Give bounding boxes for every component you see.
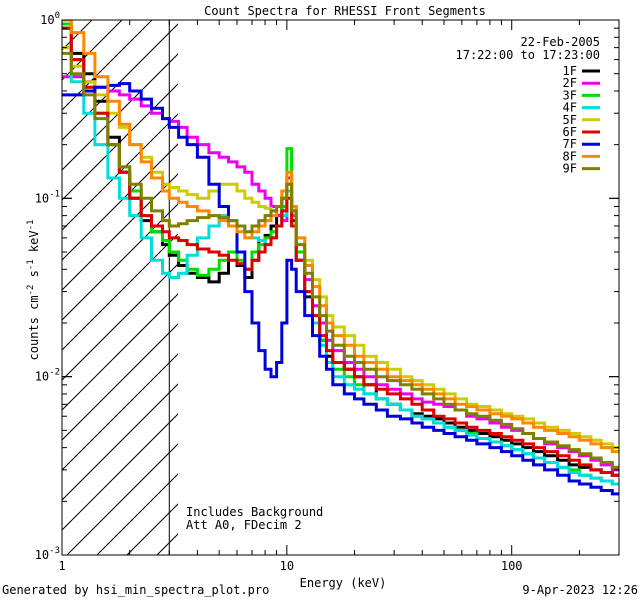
legend-label-2f: 2F [563,76,577,90]
hatch-line [62,293,178,411]
hatch-line [66,443,178,555]
legend-label-4f: 4F [563,101,577,115]
y-label-part-1: counts cm [27,295,41,360]
series-9f [62,51,619,469]
x-tick-label: 100 [501,559,523,573]
hatch-line [62,383,178,501]
generated-by-label: Generated by hsi_min_spectra_plot.pro [2,583,269,597]
axis-ticks [61,19,620,556]
hatch-line [62,83,178,201]
y-label-exp-1: -2 [26,285,36,296]
x-tick-labels: 1 10 100 [58,559,522,573]
series-1f [62,26,619,477]
hatch-line [367,20,640,555]
plot-frame [61,19,620,556]
hatch-line [62,233,178,351]
legend-label-7f: 7F [563,137,577,151]
hatch-line [397,20,640,555]
annotation-background: Includes Background [186,505,323,519]
hatch-line [62,23,178,141]
x-axis-label: Energy (keV) [300,576,387,590]
annotation-attenuator: Att A0, FDecim 2 [186,518,302,532]
y-tick-label: 10-2 [35,368,60,384]
x-tick-label: 10 [280,559,294,573]
series-3f [62,22,619,486]
hatch-line [62,20,93,51]
legend-label-5f: 5F [563,113,577,127]
y-label-exp-3: -1 [26,220,36,231]
series-layer [62,20,619,496]
legend-label-6f: 6F [563,125,577,139]
hatch-line [62,20,153,111]
date-label: 22-Feb-2005 [521,35,600,49]
hatch-line [337,20,640,555]
y-label-part-3: keV [27,230,41,259]
y-tick-label: 10-1 [35,189,60,205]
time-range-label: 17:22:00 to 17:23:00 [456,48,601,62]
series-7f [62,82,619,496]
hatch-line [427,20,640,555]
y-label-part-2: s [27,270,41,284]
legend-label-9f: 9F [563,162,577,176]
timestamp-label: 9-Apr-2023 12:26 [522,583,638,597]
y-tick-labels: 100 10-1 10-2 10-3 [35,11,60,562]
legend-label-8f: 8F [563,149,577,163]
hatch-line [62,173,178,291]
hatch-line [62,53,178,171]
hatch-line [96,473,178,555]
legend-label-3f: 3F [563,88,577,102]
hatch-line [62,263,178,381]
y-tick-label: 100 [40,11,60,27]
hatch-line [62,413,178,531]
y-tick-label: 10-3 [35,546,60,562]
series-6f [62,26,619,477]
y-label-exp-2: -1 [26,259,36,270]
chart-title: Count Spectra for RHESSI Front Segments [204,4,486,18]
legend-label-1f: 1F [563,64,577,78]
series-2f [62,75,619,472]
y-axis-label: counts cm-2 s-1 keV-1 [26,220,41,361]
series-5f [62,46,619,450]
hatch-line [62,353,178,471]
x-tick-label: 1 [58,559,65,573]
hatch-line [62,203,178,321]
